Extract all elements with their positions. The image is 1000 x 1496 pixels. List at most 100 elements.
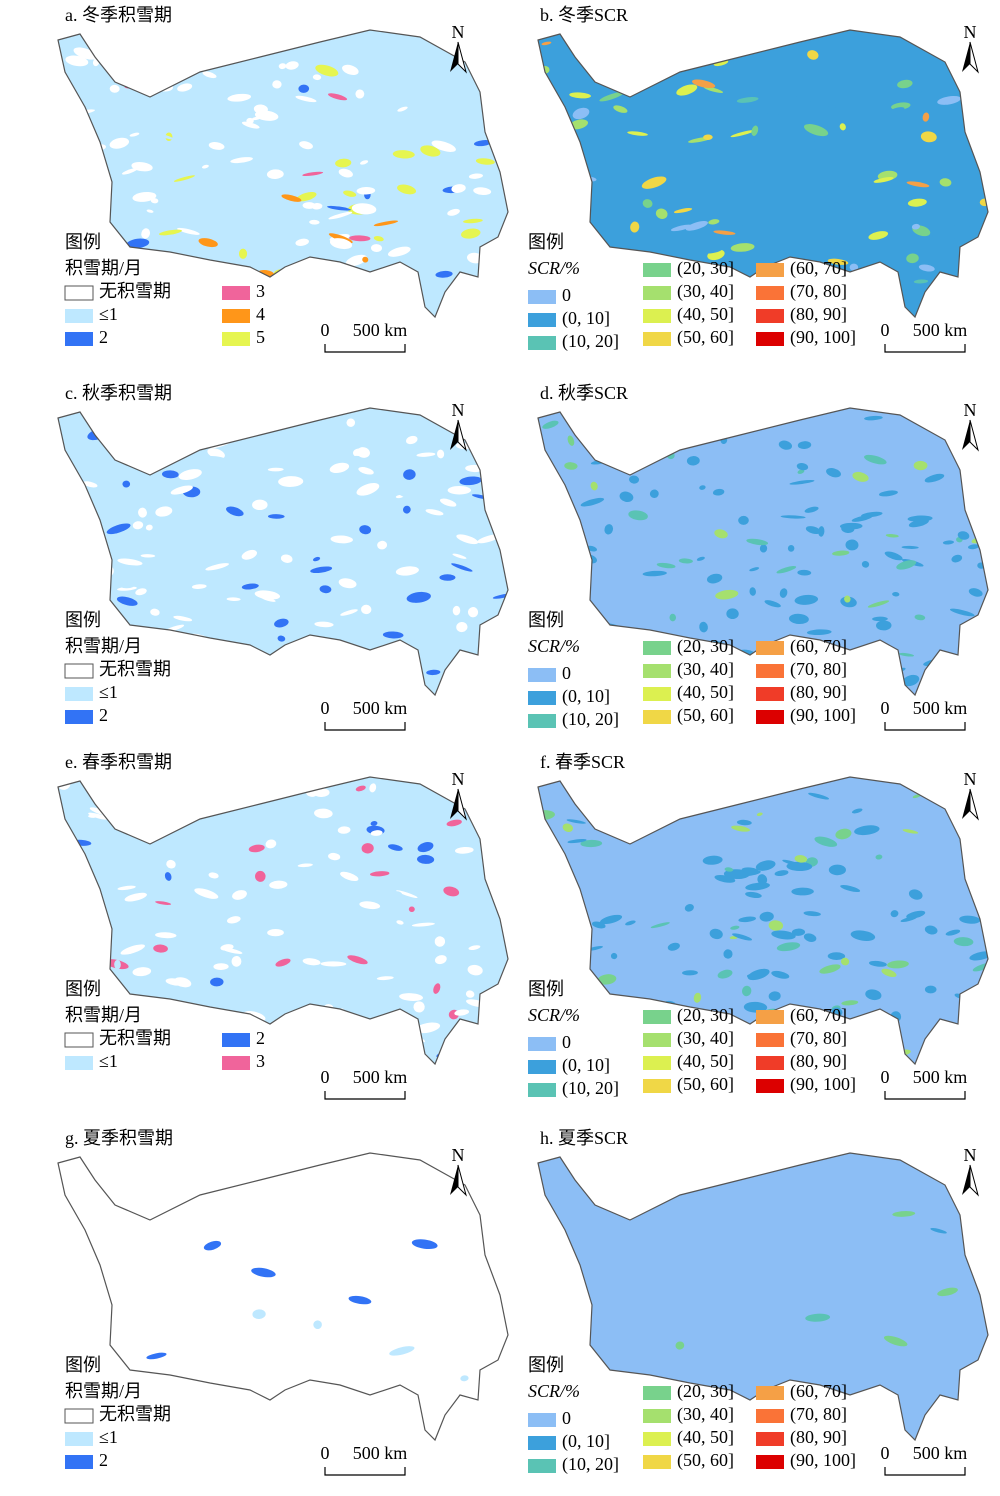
map-texture	[906, 910, 926, 919]
map-texture	[736, 96, 759, 103]
map-texture	[676, 84, 698, 96]
map-texture	[808, 792, 830, 800]
map-texture	[595, 118, 606, 127]
north-label: N	[964, 769, 977, 789]
legend-subtitle: SCR/%	[528, 1005, 580, 1025]
map-texture	[314, 621, 334, 628]
map-texture	[447, 1001, 460, 1006]
map-texture	[678, 558, 693, 564]
legend-swatch	[643, 1010, 671, 1024]
scale-label: 0	[881, 1067, 890, 1087]
map-texture	[87, 928, 100, 938]
map-texture	[340, 871, 359, 882]
legend-label: (90, 100]	[790, 1074, 856, 1095]
map-texture	[828, 102, 836, 110]
map-texture	[696, 556, 705, 561]
map-texture	[267, 514, 285, 519]
map-texture	[214, 669, 234, 679]
map-texture	[809, 140, 817, 151]
map-texture	[248, 844, 265, 853]
map-texture	[346, 418, 356, 427]
map-texture	[620, 1036, 643, 1049]
map-texture	[323, 1017, 337, 1022]
map-texture	[117, 558, 143, 566]
map-texture	[77, 188, 86, 194]
map-texture	[791, 928, 806, 936]
map-texture	[974, 469, 988, 475]
map-texture	[164, 872, 172, 881]
map-texture	[736, 870, 761, 877]
map-texture	[253, 104, 268, 114]
map-texture	[153, 944, 168, 953]
map-texture	[969, 642, 983, 649]
legend-swatch	[65, 687, 93, 701]
north-arrow	[962, 789, 970, 819]
map-texture	[355, 785, 366, 792]
map-texture	[241, 549, 258, 560]
map-texture	[182, 794, 198, 801]
map-texture	[437, 449, 445, 459]
legend-swatch	[64, 1408, 94, 1424]
map-texture	[147, 778, 155, 787]
map-texture	[899, 30, 909, 34]
legend-swatch	[756, 332, 784, 346]
map-texture	[769, 1274, 780, 1284]
legend-title: 图例	[528, 232, 564, 252]
map-texture	[116, 596, 138, 606]
map-texture	[456, 621, 468, 633]
map-texture	[295, 238, 309, 246]
north-label: N	[452, 769, 465, 789]
map-texture	[175, 520, 188, 524]
north-arrow	[457, 419, 467, 452]
map-texture	[872, 616, 888, 622]
map-texture	[724, 867, 734, 872]
map-texture	[977, 853, 985, 857]
map-texture	[135, 588, 147, 596]
map-texture	[631, 456, 648, 464]
map-texture	[129, 132, 140, 137]
map-texture	[58, 285, 66, 295]
map-texture	[617, 578, 640, 588]
map-texture	[541, 943, 565, 955]
map-texture	[150, 45, 160, 56]
map-texture	[63, 561, 74, 572]
map-texture	[714, 529, 728, 539]
map-texture	[839, 123, 846, 131]
map-texture	[702, 855, 723, 865]
map-texture	[399, 1028, 420, 1039]
map-texture	[284, 645, 303, 658]
scale-bar	[324, 722, 406, 731]
map-texture	[621, 659, 643, 671]
map-texture	[730, 925, 740, 930]
map-texture	[411, 1239, 438, 1250]
map-texture	[673, 207, 693, 214]
scale-label: 0	[321, 320, 330, 340]
map-texture	[655, 208, 668, 219]
map-texture	[297, 863, 313, 868]
map-texture	[566, 819, 586, 824]
map-texture	[467, 434, 476, 441]
map-texture	[269, 880, 288, 889]
map-texture	[361, 272, 374, 283]
map-texture	[657, 42, 669, 46]
map-texture	[122, 480, 131, 488]
map-texture	[738, 916, 756, 923]
map-texture	[136, 66, 157, 72]
map-texture	[741, 56, 752, 64]
map-texture	[315, 64, 339, 77]
map-texture	[309, 219, 320, 225]
map-texture	[431, 140, 456, 152]
map-texture	[541, 1338, 561, 1345]
map-texture	[794, 594, 819, 605]
map-texture	[931, 662, 954, 669]
map-texture	[255, 870, 266, 882]
map-texture	[757, 256, 782, 264]
map-texture	[166, 859, 176, 869]
map-texture	[396, 920, 404, 925]
map-texture	[884, 1226, 893, 1232]
map-texture	[613, 297, 626, 305]
map-texture	[312, 556, 321, 562]
map-texture	[747, 38, 764, 46]
legend-swatch	[64, 663, 94, 679]
legend-label: (20, 30]	[677, 636, 734, 657]
